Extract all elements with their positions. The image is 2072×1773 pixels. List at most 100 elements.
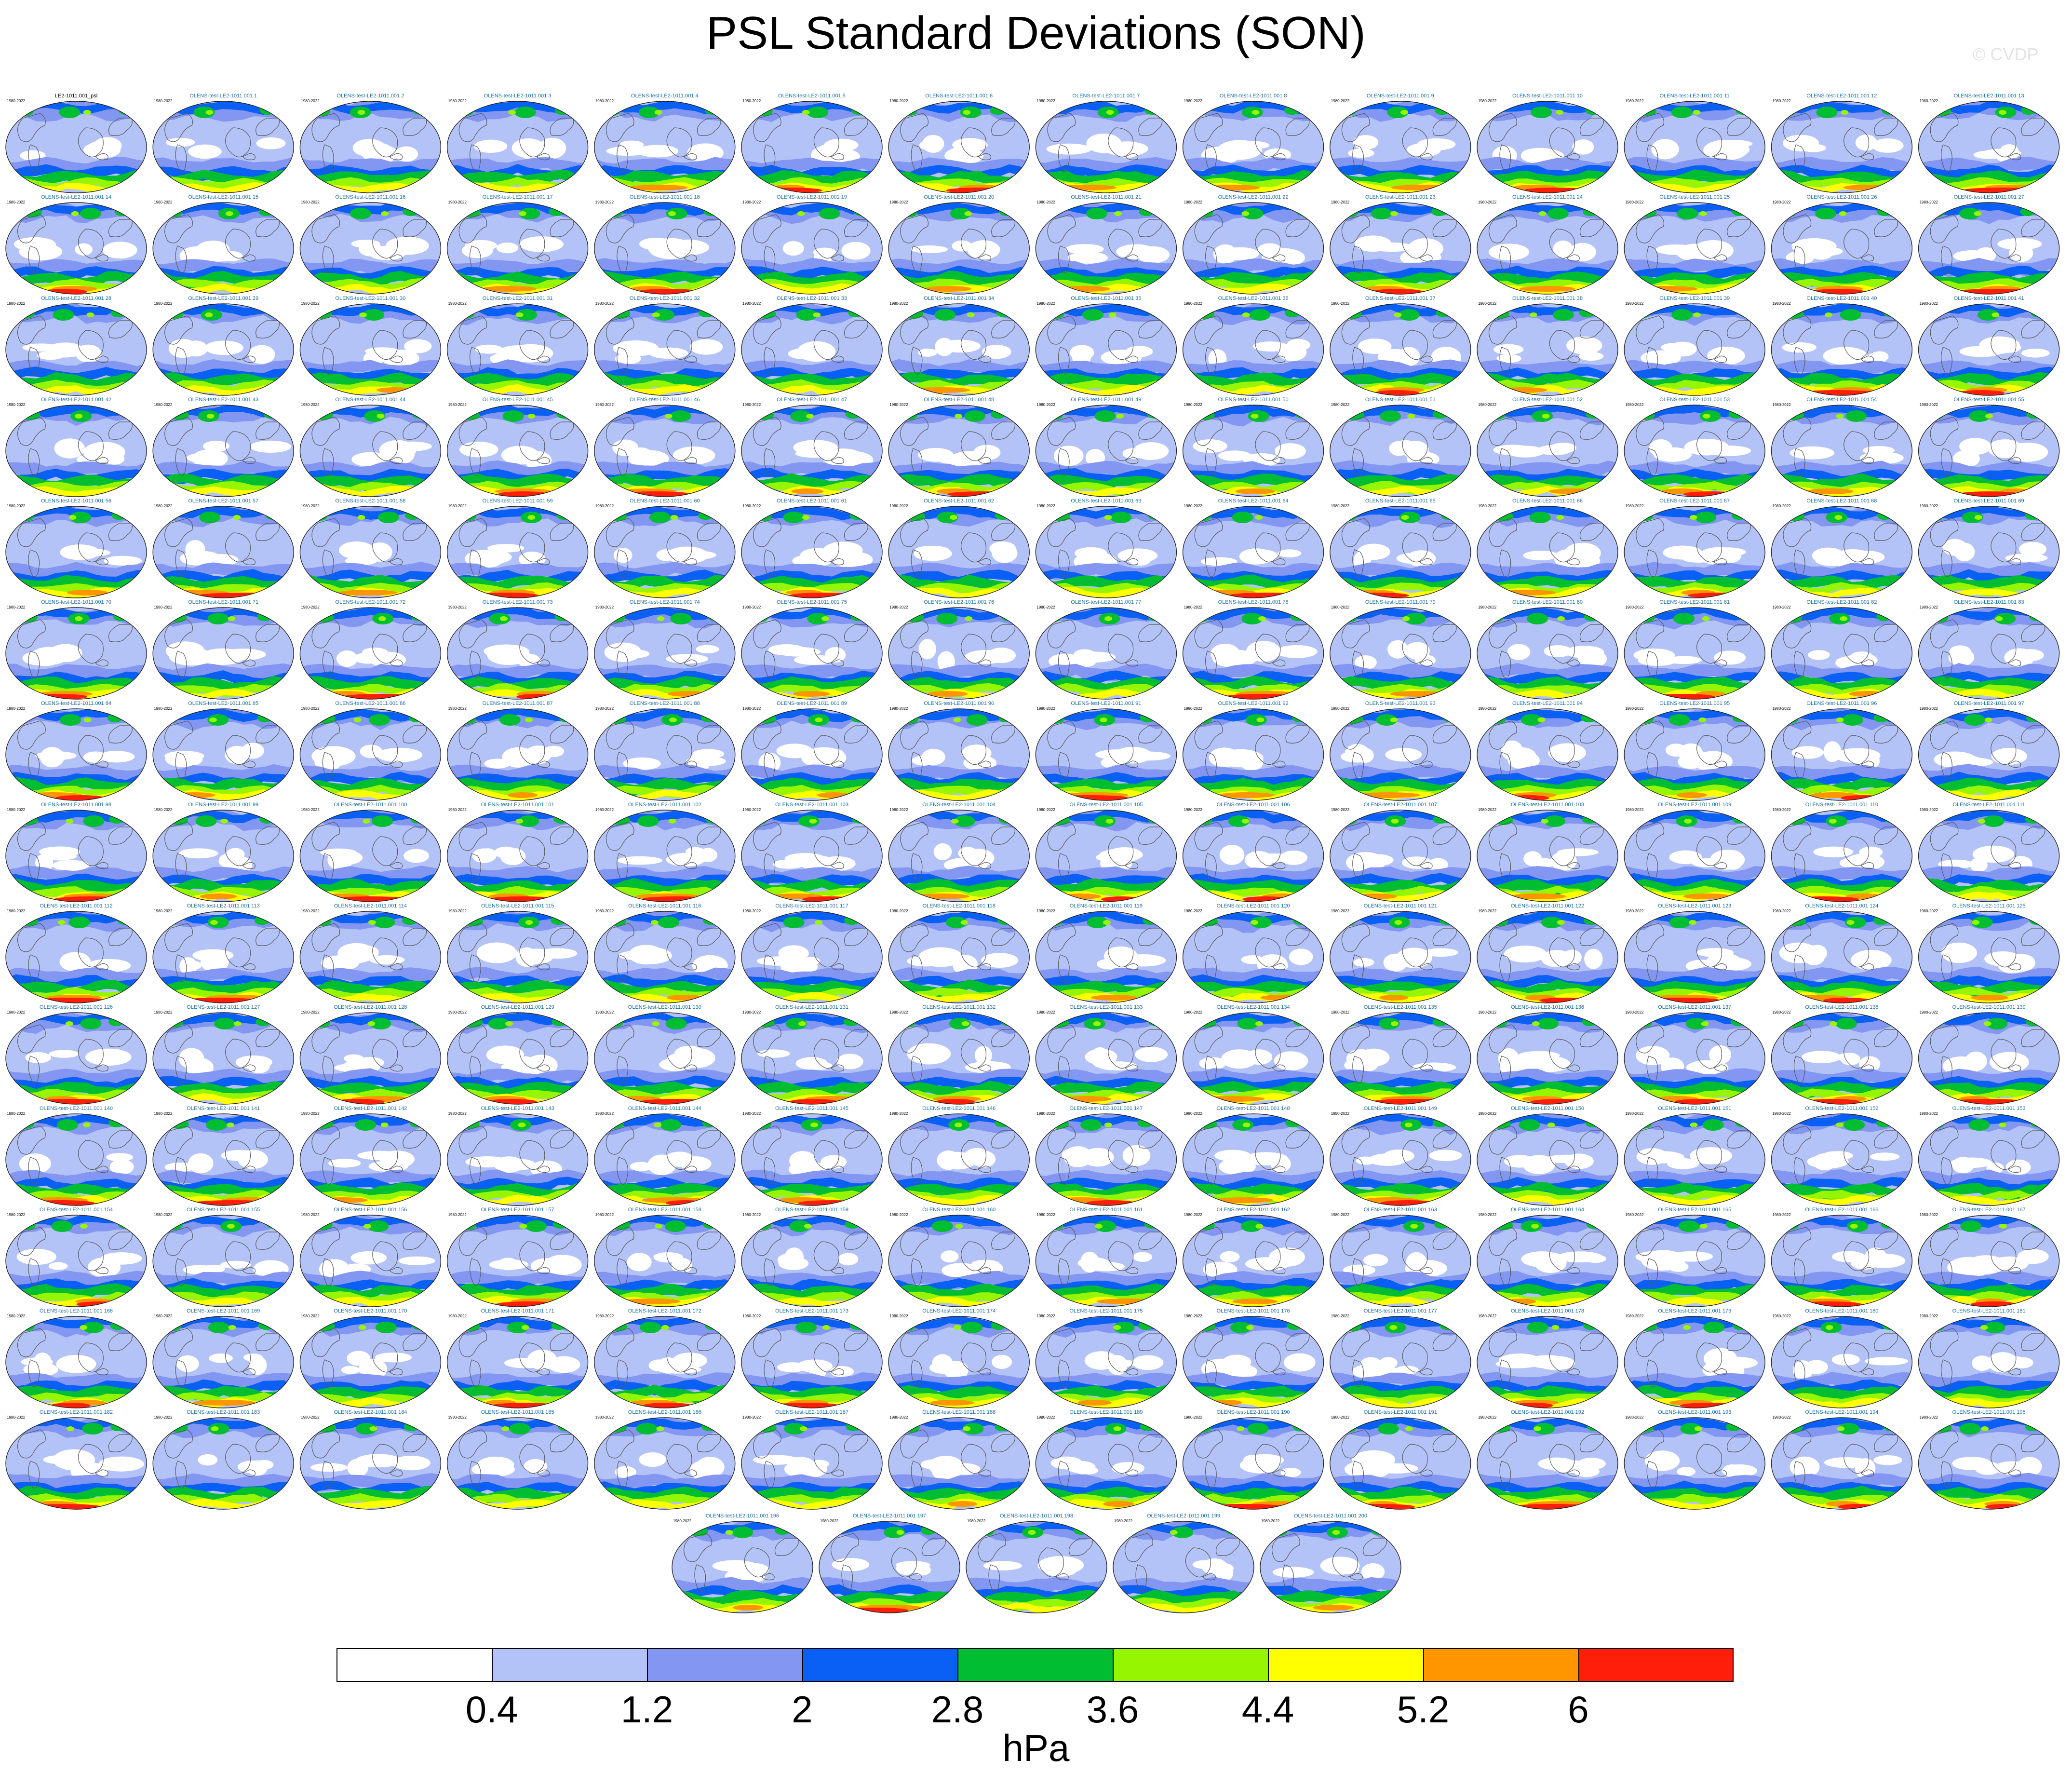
- map-panel-year-range: 1980-2022: [1478, 1010, 1497, 1015]
- map-panel: OLENS-test-LE2-1011.001 2 1980-2022: [299, 93, 442, 193]
- map-panel-title: OLENS-test-LE2-1011.001 170: [334, 1308, 407, 1314]
- map-panel-year-range: 1980-2022: [1772, 1314, 1791, 1318]
- map-panel-year-range: 1980-2022: [1184, 99, 1203, 103]
- map-panel-year-range: 1980-2022: [1331, 1314, 1350, 1318]
- map-panel-title: OLENS-test-LE2-1011.001 12: [1806, 93, 1877, 99]
- map-panel-title: OLENS-test-LE2-1011.001 92: [1218, 701, 1289, 706]
- map-panel-title: OLENS-test-LE2-1011.001 139: [1952, 1004, 2026, 1010]
- map-panel-title: OLENS-test-LE2-1011.001 15: [188, 194, 258, 200]
- map-panel-year-range: 1980-2022: [7, 403, 26, 407]
- map-panel: OLENS-test-LE2-1011.001 195 1980-2022: [1918, 1409, 2060, 1510]
- map-panel-title: OLENS-test-LE2-1011.001 199: [1147, 1513, 1220, 1519]
- map-panel: OLENS-test-LE2-1011.001 21 1980-2022: [1035, 194, 1177, 295]
- map-panel-title: OLENS-test-LE2-1011.001 178: [1511, 1308, 1584, 1314]
- map-panel-year-range: 1980-2022: [1772, 909, 1791, 913]
- map-panel: OLENS-test-LE2-1011.001 125 1980-2022: [1918, 903, 2060, 1003]
- map-panel-year-range: 1980-2022: [1478, 99, 1497, 103]
- map-panel: OLENS-test-LE2-1011.001 3 1980-2022: [446, 93, 589, 193]
- map-panel-year-range: 1980-2022: [967, 1519, 986, 1523]
- map-panel: OLENS-test-LE2-1011.001 163 1980-2022: [1330, 1207, 1471, 1307]
- map-panel-year-range: 1980-2022: [889, 200, 908, 204]
- map-panel: OLENS-test-LE2-1011.001 130 1980-2022: [594, 1004, 736, 1105]
- map-panel: OLENS-test-LE2-1011.001 187 1980-2022: [741, 1409, 883, 1510]
- map-panel-year-range: 1980-2022: [742, 808, 761, 812]
- map-panel-grid: LE2-1011.001_psl1980-2022OLENS-test-LE2-…: [5, 93, 2060, 1613]
- map-panel-title: OLENS-test-LE2-1011.001 175: [1069, 1308, 1143, 1314]
- map-panel-year-range: 1980-2022: [1331, 200, 1350, 204]
- map-panel-year-range: 1980-2022: [7, 808, 26, 812]
- map-panel-title: OLENS-test-LE2-1011.001 144: [628, 1106, 701, 1111]
- map-panel: OLENS-test-LE2-1011.001 151 1980-2022: [1624, 1106, 1765, 1206]
- map-panel: OLENS-test-LE2-1011.001 132 1980-2022: [888, 1004, 1030, 1105]
- map-panel: OLENS-test-LE2-1011.001 171 1980-2022: [446, 1308, 589, 1408]
- map-panel-year-range: 1980-2022: [1184, 808, 1203, 812]
- map-panel: OLENS-test-LE2-1011.001 181 1980-2022: [1918, 1308, 2060, 1408]
- map-panel-year-range: 1980-2022: [448, 1415, 467, 1420]
- map-panel: OLENS-test-LE2-1011.001 26 1980-2022: [1771, 194, 1913, 295]
- colorbar-swatch: [1578, 1648, 1734, 1682]
- map-panel-year-range: 1980-2022: [301, 1213, 320, 1217]
- map-panel-year-range: 1980-2022: [595, 504, 614, 508]
- map-panel-year-range: 1980-2022: [1478, 403, 1497, 407]
- map-panel-title: OLENS-test-LE2-1011.001 50: [1218, 397, 1289, 403]
- map-panel: OLENS-test-LE2-1011.001 19 1980-2022: [741, 194, 883, 295]
- map-panel-year-range: 1980-2022: [742, 301, 761, 306]
- map-panel-title: OLENS-test-LE2-1011.001 71: [188, 599, 258, 605]
- map-panel-year-range: 1980-2022: [1920, 403, 1938, 407]
- map-panel-title: OLENS-test-LE2-1011.001 138: [1805, 1004, 1878, 1010]
- map-panel-year-range: 1980-2022: [1036, 403, 1055, 407]
- map-panel-title: OLENS-test-LE2-1011.001 122: [1511, 903, 1584, 909]
- map-panel: OLENS-test-LE2-1011.001 41 1980-2022: [1918, 296, 2060, 396]
- map-panel-title: OLENS-test-LE2-1011.001 18: [630, 194, 700, 200]
- map-panel: OLENS-test-LE2-1011.001 23 1980-2022: [1330, 194, 1471, 295]
- map-panel: OLENS-test-LE2-1011.001 124 1980-2022: [1771, 903, 1913, 1003]
- page-title: PSL Standard Deviations (SON): [706, 7, 1366, 59]
- map-panel-title: OLENS-test-LE2-1011.001 112: [40, 903, 112, 909]
- map-panel-year-range: 1980-2022: [154, 504, 173, 508]
- map-panel-year-range: 1980-2022: [448, 909, 467, 913]
- map-panel-title: OLENS-test-LE2-1011.001 33: [777, 296, 847, 301]
- colorbar-tick-label: 4.4: [1241, 1688, 1294, 1731]
- map-panel-year-range: 1980-2022: [1184, 200, 1203, 204]
- map-panel-title: OLENS-test-LE2-1011.001 121: [1364, 903, 1437, 909]
- map-panel-title: OLENS-test-LE2-1011.001 87: [483, 701, 553, 706]
- map-panel-year-range: 1980-2022: [448, 200, 467, 204]
- colorbar-unit: hPa: [1002, 1727, 1070, 1769]
- map-panel: OLENS-test-LE2-1011.001 136 1980-2022: [1477, 1004, 1618, 1105]
- map-panel-year-range: 1980-2022: [1331, 605, 1350, 609]
- map-panel: OLENS-test-LE2-1011.001 147 1980-2022: [1035, 1106, 1177, 1206]
- map-panel-year-range: 1980-2022: [7, 1415, 26, 1420]
- map-panel-year-range: 1980-2022: [154, 1314, 173, 1318]
- map-panel-title: OLENS-test-LE2-1011.001 34: [924, 296, 994, 301]
- map-panel-year-range: 1980-2022: [1478, 909, 1497, 913]
- map-panel-year-range: 1980-2022: [448, 1314, 467, 1318]
- map-panel-year-range: 1980-2022: [1184, 909, 1203, 913]
- map-panel: OLENS-test-LE2-1011.001 137 1980-2022: [1624, 1004, 1765, 1105]
- map-panel-title: OLENS-test-LE2-1011.001 104: [922, 802, 996, 808]
- map-panel-title: OLENS-test-LE2-1011.001 45: [483, 397, 553, 403]
- map-panel-title: OLENS-test-LE2-1011.001 46: [630, 397, 700, 403]
- map-panel: OLENS-test-LE2-1011.001 143 1980-2022: [446, 1106, 589, 1206]
- map-panel-year-range: 1980-2022: [1920, 1010, 1938, 1015]
- map-panel: OLENS-test-LE2-1011.001 104 1980-2022: [888, 802, 1030, 902]
- map-panel-title: OLENS-test-LE2-1011.001 140: [40, 1106, 113, 1111]
- map-panel: OLENS-test-LE2-1011.001 135 1980-2022: [1330, 1004, 1471, 1105]
- map-panel-title: OLENS-test-LE2-1011.001 76: [924, 599, 994, 605]
- map-panel: OLENS-test-LE2-1011.001 9 1980-2022: [1330, 93, 1471, 193]
- map-panel-year-range: 1980-2022: [1625, 1314, 1644, 1318]
- map-panel-year-range: 1980-2022: [1331, 301, 1350, 306]
- map-panel-year-range: 1980-2022: [1478, 1415, 1497, 1420]
- map-panel: OLENS-test-LE2-1011.001 27 1980-2022: [1918, 194, 2060, 295]
- map-panel-year-range: 1980-2022: [301, 504, 320, 508]
- map-panel-title: OLENS-test-LE2-1011.001 6: [925, 93, 993, 99]
- map-panel-title: OLENS-test-LE2-1011.001 149: [1364, 1106, 1437, 1111]
- map-panel: OLENS-test-LE2-1011.001 189 1980-2022: [1035, 1409, 1177, 1510]
- map-panel-title: OLENS-test-LE2-1011.001 181: [1952, 1308, 2026, 1314]
- map-panel: OLENS-test-LE2-1011.001 31 1980-2022: [446, 296, 589, 396]
- map-panel-title: OLENS-test-LE2-1011.001 108: [1511, 802, 1584, 808]
- map-panel-title: OLENS-test-LE2-1011.001 161: [1069, 1207, 1143, 1213]
- map-panel: OLENS-test-LE2-1011.001 99 1980-2022: [152, 802, 294, 902]
- map-panel: OLENS-test-LE2-1011.001 50 1980-2022: [1182, 397, 1324, 497]
- map-panel: OLENS-test-LE2-1011.001 183 1980-2022: [152, 1409, 294, 1510]
- colorbar-swatch: [336, 1648, 493, 1682]
